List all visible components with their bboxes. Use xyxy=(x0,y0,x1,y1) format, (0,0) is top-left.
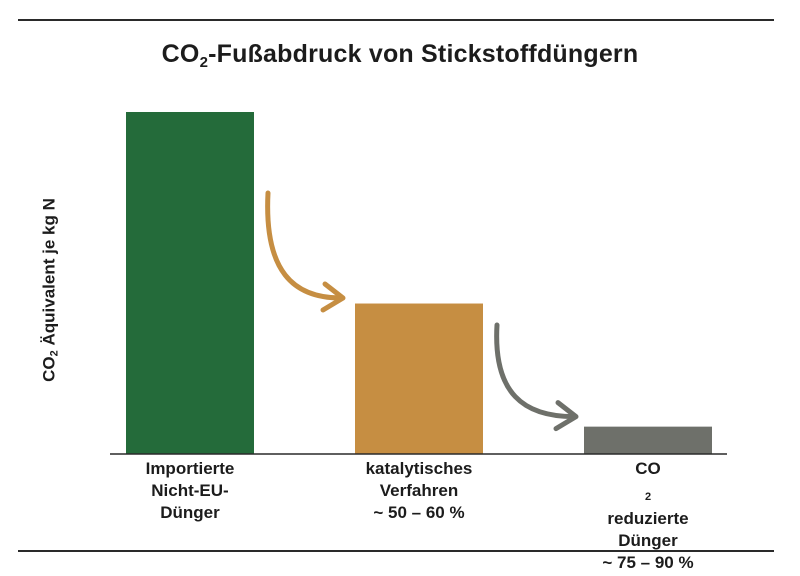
category-label-catalytic: katalytisches Verfahren ~ 50 – 60 % xyxy=(365,459,473,522)
chart-title: CO2-Fußabdruck von Stickstoffdüngern xyxy=(161,40,639,71)
bar-catalytic xyxy=(355,303,483,454)
category-label-imported: Importierte Nicht-EU- Dünger xyxy=(145,459,235,522)
top-rule xyxy=(18,19,774,21)
y-axis-label: CO2 Äquivalent je kg N xyxy=(39,198,61,382)
arrow-to-catalytic xyxy=(265,190,346,313)
arrow-to-co2-reduced xyxy=(494,322,579,432)
bar-imported xyxy=(126,112,254,454)
bottom-rule xyxy=(18,550,774,552)
category-label-co2-reduced: CO 2 reduzierte Dünger ~ 75 – 90 % xyxy=(602,459,694,572)
bar-co2-reduced xyxy=(584,426,712,454)
